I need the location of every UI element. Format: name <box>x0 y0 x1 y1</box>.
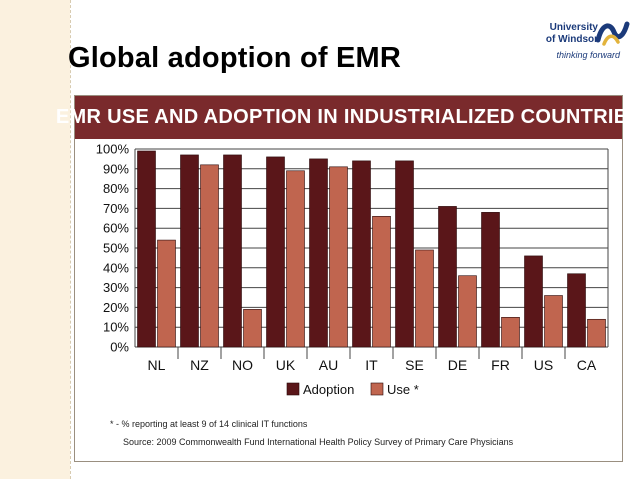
logo-wave-icon <box>596 21 630 46</box>
x-tick-label: AU <box>319 357 338 373</box>
y-tick-label: 20% <box>103 300 129 315</box>
bar-use <box>544 295 563 348</box>
legend-swatch-use <box>370 382 384 396</box>
chart-plot: 0% 10% 20% 30% 40% 50% 60% 70% 80% 90% 100% NL NZ NO U… <box>96 142 609 397</box>
bar-use <box>243 309 262 348</box>
x-tick-label: FR <box>491 357 510 373</box>
bar-adoption <box>352 160 371 348</box>
x-tick-label: US <box>534 357 553 373</box>
y-tick-label: 0% <box>110 340 129 355</box>
bar-adoption <box>266 156 285 348</box>
bar-adoption <box>137 150 156 348</box>
y-tick-label: 70% <box>103 201 129 216</box>
y-tick-label: 50% <box>103 241 129 256</box>
chart-frame: EMR USE AND ADOPTION IN INDUSTRIALIZED C… <box>56 95 638 462</box>
bar-adoption <box>567 273 586 348</box>
y-tick-label: 100% <box>96 142 130 157</box>
y-tick-label: 90% <box>103 161 129 176</box>
x-tick-label: CA <box>577 357 597 373</box>
bar-adoption <box>395 160 414 348</box>
chart-footnote: * - % reporting at least 9 of 14 clinica… <box>110 419 308 429</box>
university-logo: University of Windsor thinking forward <box>540 8 632 68</box>
bar-adoption <box>438 206 457 348</box>
bar-adoption <box>180 154 199 348</box>
logo-line1: University <box>549 22 598 33</box>
legend-label-adoption: Adoption <box>303 382 354 397</box>
y-tick-label: 10% <box>103 320 129 335</box>
bar-adoption <box>223 154 242 348</box>
chart-title: EMR USE AND ADOPTION IN INDUSTRIALIZED C… <box>56 96 638 139</box>
y-tick-label: 40% <box>103 260 129 275</box>
x-tick-label: DE <box>448 357 467 373</box>
left-decorative-strip <box>0 0 70 479</box>
bar-use <box>501 317 520 348</box>
x-tick-label: UK <box>276 357 296 373</box>
logo-text: University of Windsor <box>546 22 598 46</box>
logo-line2: of Windsor <box>545 34 598 45</box>
bar-use <box>157 239 176 348</box>
bar-use <box>458 275 477 348</box>
bar-use <box>415 249 434 348</box>
slide-title: Global adoption of EMR <box>68 42 402 74</box>
x-tick-label: NZ <box>190 357 209 373</box>
x-tick-label: NO <box>232 357 253 373</box>
x-tick-label: SE <box>405 357 424 373</box>
x-tick-label: IT <box>365 357 378 373</box>
bar-use <box>372 216 391 348</box>
bar-adoption <box>309 158 328 348</box>
bar-adoption <box>524 255 543 348</box>
legend-label-use: Use * <box>387 382 419 397</box>
y-tick-label: 60% <box>103 221 129 236</box>
y-tick-label: 30% <box>103 280 129 295</box>
y-tick-label: 80% <box>103 181 129 196</box>
bar-use <box>286 170 305 348</box>
bar-adoption <box>481 212 500 348</box>
bar-use <box>587 318 606 348</box>
x-tick-label: NL <box>148 357 166 373</box>
logo-tagline: thinking forward <box>556 50 620 60</box>
chart-source: Source: 2009 Commonwealth Fund Internati… <box>123 437 514 447</box>
bar-use <box>200 164 219 348</box>
legend-swatch-adoption <box>286 382 300 396</box>
left-strip-divider <box>70 0 71 479</box>
bar-use <box>329 166 348 348</box>
